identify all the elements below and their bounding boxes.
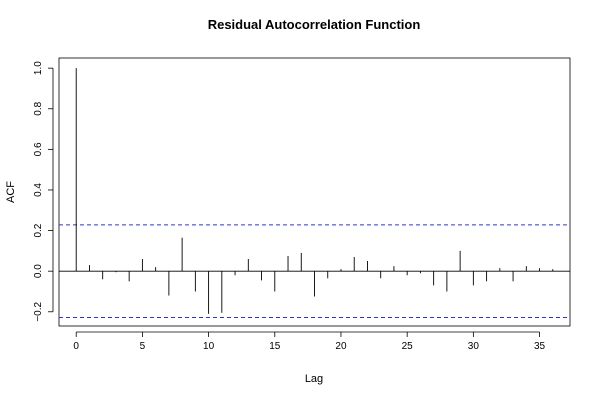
y-tick-label: 0.4 [33, 183, 44, 197]
y-tick-label: 0.2 [33, 223, 44, 237]
x-axis: 0 5 10 15 20 25 30 35 [73, 331, 546, 352]
plot-frame [58, 57, 571, 327]
x-tick-label: 5 [140, 341, 146, 352]
x-tick-label: 25 [402, 341, 414, 352]
y-axis: −0.2 0.0 0.2 0.4 0.6 0.8 1.0 [33, 61, 54, 322]
x-tick-label: 0 [73, 341, 79, 352]
y-tick-label: 1.0 [33, 61, 44, 75]
y-tick-label: 0.8 [33, 101, 44, 115]
x-axis-label: Lag [305, 373, 323, 385]
y-tick-label: −0.2 [33, 301, 44, 321]
y-axis-label: ACF [5, 181, 17, 203]
chart-title: Residual Autocorrelation Function [208, 17, 421, 32]
x-tick-label: 15 [269, 341, 281, 352]
x-tick-label: 20 [335, 341, 347, 352]
plot-area [59, 68, 570, 318]
x-tick-label: 30 [468, 341, 480, 352]
y-tick-label: 0.0 [33, 264, 44, 278]
x-tick-label: 10 [203, 341, 215, 352]
y-tick-label: 0.6 [33, 142, 44, 156]
x-tick-label: 35 [534, 341, 546, 352]
